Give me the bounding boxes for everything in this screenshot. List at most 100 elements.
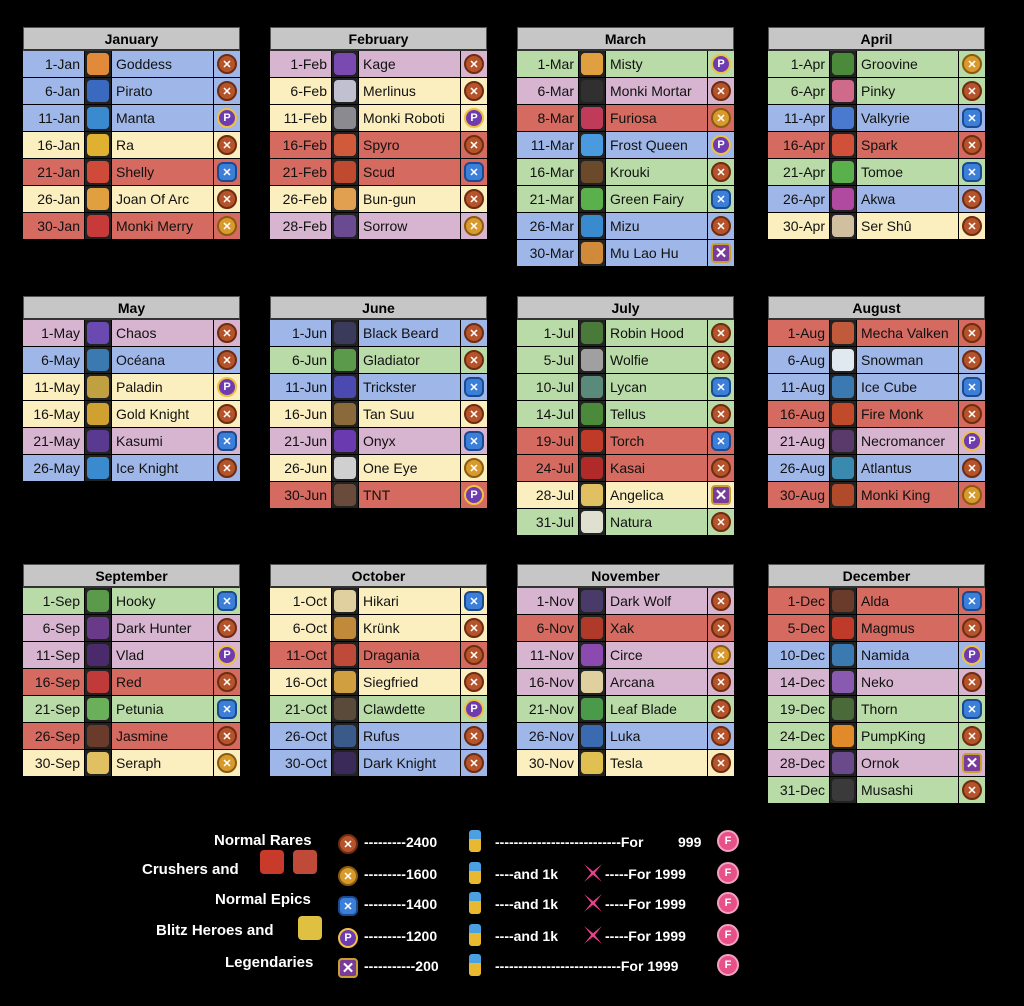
hero-name: Natura: [605, 509, 708, 535]
hero-name: One Eye: [358, 455, 461, 481]
hero-row: 30-Jun TNT P: [270, 482, 487, 509]
fcoin-icon: F: [717, 954, 739, 976]
hero-avatar-cell: [579, 347, 605, 373]
hero-row: 26-Apr Akwa ✕: [768, 186, 985, 213]
release-date: 16-May: [23, 401, 85, 427]
hero-name: Groovine: [856, 51, 959, 77]
rarity-cell: ✕: [708, 615, 734, 641]
hero-avatar-icon: [581, 53, 603, 75]
hero-name: Thorn: [856, 696, 959, 722]
legend-dash-1: ---------1400: [364, 896, 438, 912]
blitz-badge-icon: P: [711, 54, 731, 74]
rarity-cell: ✕: [708, 374, 734, 400]
hero-avatar-cell: [579, 240, 605, 266]
medal-icon: [469, 862, 481, 884]
release-date: 30-Aug: [768, 482, 830, 508]
hero-name: Necromancer: [856, 428, 959, 454]
legend-badge-icon: ✕: [962, 753, 982, 773]
hero-avatar-cell: [85, 132, 111, 158]
release-date: 6-Sep: [23, 615, 85, 641]
hero-row: 26-Aug Atlantus ✕: [768, 455, 985, 482]
release-date: 26-Sep: [23, 723, 85, 749]
release-date: 16-Apr: [768, 132, 830, 158]
release-date: 31-Jul: [517, 509, 579, 535]
rarity-cell: ✕: [708, 347, 734, 373]
release-date: 21-Jun: [270, 428, 332, 454]
rare-badge-icon: ✕: [217, 672, 237, 692]
hero-row: 30-Apr Ser Shû ✕: [768, 213, 985, 240]
blitz-badge-icon: P: [464, 485, 484, 505]
epic-badge-icon: ✕: [711, 377, 731, 397]
shard-icon: [584, 926, 602, 944]
hero-avatar-cell: [830, 51, 856, 77]
hero-avatar-icon: [581, 242, 603, 264]
hero-avatar-icon: [581, 457, 603, 479]
release-date: 21-Oct: [270, 696, 332, 722]
rarity-cell: ✕: [959, 669, 985, 695]
month-title: February: [270, 27, 487, 51]
hero-avatar-cell: [332, 750, 358, 776]
release-date: 21-Aug: [768, 428, 830, 454]
hero-avatar-icon: [832, 752, 854, 774]
epic-badge-icon: ✕: [217, 162, 237, 182]
hero-name: Tellus: [605, 401, 708, 427]
hero-avatar-cell: [830, 213, 856, 239]
rarity-cell: ✕: [959, 186, 985, 212]
month-title: December: [768, 564, 985, 588]
hero-avatar-cell: [332, 723, 358, 749]
release-date: 26-Nov: [517, 723, 579, 749]
month-june: June 1-Jun Black Beard ✕ 6-Jun Gladiator ✕ 11-J…: [270, 296, 487, 509]
rare-badge-icon: ✕: [962, 618, 982, 638]
hero-avatar-icon: [581, 484, 603, 506]
hero-avatar-cell: [332, 455, 358, 481]
hero-row: 31-Dec Musashi ✕: [768, 777, 985, 804]
blitz-badge-icon: P: [962, 431, 982, 451]
rare-badge-icon: ✕: [962, 350, 982, 370]
hero-avatar-icon: [832, 403, 854, 425]
medal-icon: [469, 830, 481, 852]
rarity-cell: ✕: [461, 723, 487, 749]
hero-avatar-cell: [579, 105, 605, 131]
epic-badge-icon: ✕: [962, 377, 982, 397]
hero-avatar-cell: [85, 51, 111, 77]
rarity-cell: ✕: [461, 132, 487, 158]
fcoin-icon: F: [717, 892, 739, 914]
rarity-cell: ✕: [214, 78, 240, 104]
hero-name: Chaos: [111, 320, 214, 346]
hero-row: 21-Nov Leaf Blade ✕: [517, 696, 734, 723]
hero-row: 16-Feb Spyro ✕: [270, 132, 487, 159]
rarity-cell: ✕: [461, 642, 487, 668]
rarity-cell: ✕: [214, 723, 240, 749]
rare-badge-icon: ✕: [464, 81, 484, 101]
release-date: 10-Jul: [517, 374, 579, 400]
hero-avatar-cell: [579, 696, 605, 722]
hero-row: 30-Nov Tesla ✕: [517, 750, 734, 777]
hero-name: Vlad: [111, 642, 214, 668]
hero-row: 21-Mar Green Fairy ✕: [517, 186, 734, 213]
shard-icon: [584, 864, 602, 882]
hero-avatar-cell: [85, 750, 111, 776]
hero-avatar-icon: [87, 161, 109, 183]
epic-badge-icon: ✕: [464, 591, 484, 611]
hero-name: Mu Lao Hu: [605, 240, 708, 266]
hero-name: Kasumi: [111, 428, 214, 454]
hero-name: Valkyrie: [856, 105, 959, 131]
hero-row: 5-Dec Magmus ✕: [768, 615, 985, 642]
hero-avatar-icon: [581, 322, 603, 344]
rarity-cell: ✕: [461, 669, 487, 695]
legend-dash-3: -----For 1999: [605, 896, 686, 912]
month-october: October 1-Oct Hikari ✕ 6-Oct Krünk ✕ 11-Oct Drag…: [270, 564, 487, 777]
rarity-cell: ✕: [959, 482, 985, 508]
hero-name: Circe: [605, 642, 708, 668]
legend-label-normal-rares: Normal Rares: [214, 832, 312, 849]
hero-name: Joan Of Arc: [111, 186, 214, 212]
hero-row: 26-May Ice Knight ✕: [23, 455, 240, 482]
release-date: 1-Oct: [270, 588, 332, 614]
release-date: 11-Jun: [270, 374, 332, 400]
hero-avatar-icon: [87, 107, 109, 129]
release-date: 30-Nov: [517, 750, 579, 776]
rare-badge-icon: ✕: [711, 404, 731, 424]
release-date: 30-Mar: [517, 240, 579, 266]
release-date: 26-May: [23, 455, 85, 481]
hero-name: Petunia: [111, 696, 214, 722]
